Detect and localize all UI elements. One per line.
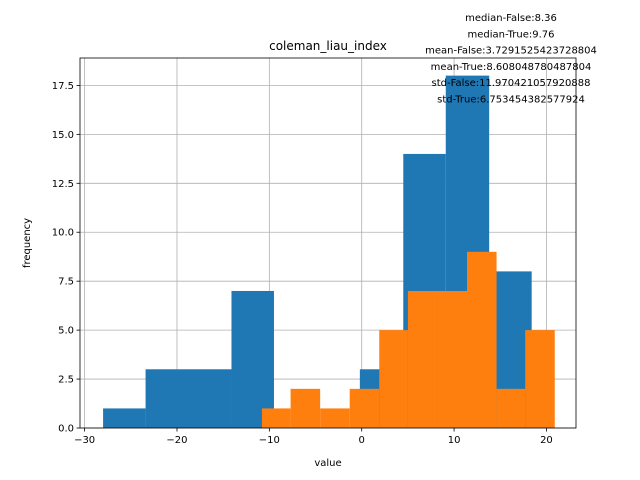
x-tick-label: −20 [166, 435, 187, 446]
bar-series-true [379, 330, 408, 428]
plot-frame [79, 57, 577, 429]
bar-series-true [525, 330, 555, 428]
bar-series-true [407, 290, 438, 428]
bar-series-false [145, 369, 189, 428]
y-tick-label: 2.5 [58, 375, 74, 386]
x-tick-label: −10 [259, 435, 280, 446]
y-tick-label: 12.5 [52, 179, 74, 190]
stat-line: std-True:6.753454382577924 [437, 95, 585, 106]
x-tick-label: −30 [74, 435, 95, 446]
bar-series-true [437, 290, 468, 428]
bar-series-false [103, 408, 146, 428]
y-axis-label: frequency [22, 218, 33, 268]
bar-series-true [320, 408, 350, 428]
statistics-annotation: median-False:8.36 median-True:9.76 mean-Fa… [425, 13, 597, 106]
stat-line: mean-False:3.7291525423728804 [425, 46, 597, 57]
y-tick-label: 10.0 [52, 228, 74, 239]
bar-series-false [188, 369, 232, 428]
stat-line: median-False:8.36 [465, 13, 557, 24]
bar-series-false [231, 290, 274, 428]
x-tick-label: 10 [448, 435, 461, 446]
bar-series-true [261, 408, 291, 428]
y-tick-label: 17.5 [52, 81, 74, 92]
x-axis-label: value [314, 458, 341, 469]
histogram-bars [103, 75, 555, 429]
x-axis-ticks: −30 −20 −10 0 10 20 [74, 428, 553, 446]
bar-series-true [290, 388, 321, 428]
bar-series-true [349, 388, 380, 428]
bar-series-true [467, 251, 497, 428]
y-tick-label: 5.0 [58, 326, 74, 337]
stat-line: median-True:9.76 [467, 29, 554, 40]
y-tick-label: 15.0 [52, 130, 74, 141]
y-tick-label: 0.0 [58, 424, 74, 435]
x-tick-label: 0 [359, 435, 365, 446]
chart-title: coleman_liau_index [269, 39, 387, 53]
stat-line: mean-True:8.608048780487804 [431, 62, 592, 73]
bar-series-true [496, 388, 526, 428]
x-tick-label: 20 [540, 435, 553, 446]
stat-line: std-False:11.970421057920888 [432, 78, 591, 89]
y-axis-ticks: 0.0 2.5 5.0 7.5 10.0 12.5 15.0 17.5 [52, 81, 80, 435]
y-tick-label: 7.5 [58, 277, 74, 288]
